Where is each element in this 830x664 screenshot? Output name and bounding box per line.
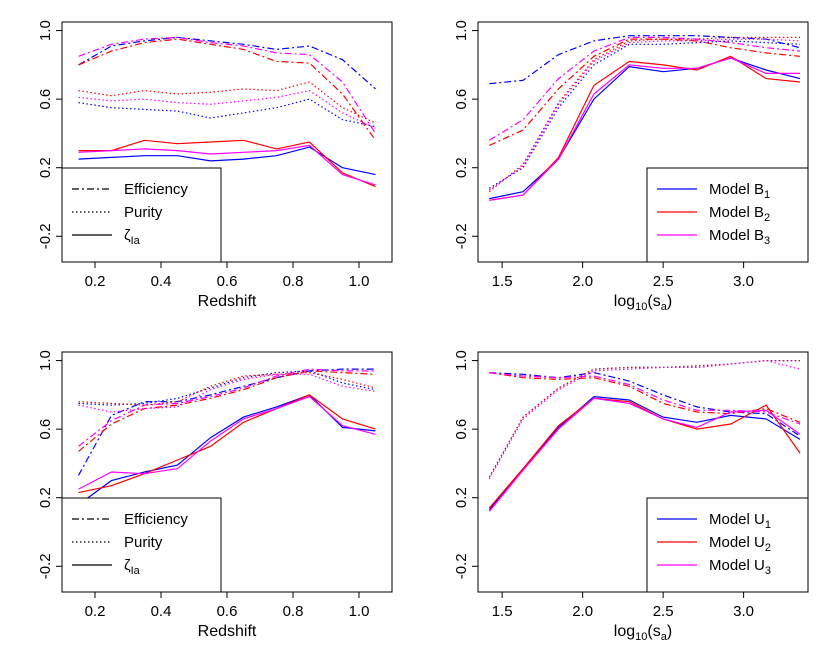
x-tick-label: 0.2 [85, 603, 106, 620]
legend-label: Model B2 [709, 204, 770, 224]
series-group [77, 368, 376, 506]
series-group [78, 36, 377, 188]
plot-frame [477, 21, 809, 263]
x-axis-title: log10(sa) [614, 623, 672, 643]
legend-label: Efficiency [124, 511, 188, 528]
x-tick-label: 2.0 [572, 603, 593, 620]
series-line-efficiency-red [489, 372, 801, 423]
y-tick-label: 0.6 [453, 419, 470, 440]
series-line-efficiency-magenta [78, 36, 377, 134]
legend-label: Model U2 [709, 534, 771, 554]
y-tick-label: 0.6 [37, 419, 54, 440]
y-tick-label: 0.6 [37, 89, 54, 110]
chart-panel-4: 1.5 2.0 2.5 3.0 -0.2 0.2 0.6 1.0 log10(sa) Model … [453, 350, 809, 643]
series-line-zeta-magenta [78, 144, 376, 186]
x-tick-label: 0.4 [151, 603, 172, 620]
x-axis-title: Redshift [198, 623, 257, 640]
series-line-zeta-magenta [78, 395, 376, 490]
x-axis-title: log10(sa) [614, 293, 672, 313]
legend-label: Efficiency [124, 181, 188, 198]
series-line-efficiency-red [78, 38, 376, 141]
series-line-efficiency-blue [489, 35, 801, 85]
x-tick-label: 2.5 [653, 603, 674, 620]
legend-box [61, 497, 222, 593]
y-tick-label: 0.2 [453, 487, 470, 508]
legend-box [646, 497, 809, 593]
y-tick-label: 1.0 [37, 350, 54, 371]
x-tick-label: 3.0 [733, 603, 754, 620]
chart-panel-1: 0.2 0.4 0.6 0.8 1.0 -0.2 0.2 0.6 1.0 Redshift Effi… [37, 20, 393, 310]
series-line-efficiency-red [78, 370, 376, 452]
series-group [488, 359, 801, 512]
y-tick-label: 0.2 [453, 157, 470, 178]
series-line-zeta-magenta [488, 397, 801, 512]
y-tick-label: -0.2 [453, 223, 470, 249]
x-tick-label: 2.0 [572, 273, 593, 290]
chart-panel-2: 1.5 2.0 2.5 3.0 -0.2 0.2 0.6 1.0 log10(sa) Model … [453, 20, 809, 313]
series-line-zeta-red [78, 394, 376, 494]
y-tick-label: 1.0 [453, 350, 470, 371]
x-tick-label: 0.8 [283, 603, 304, 620]
x-axis-title: Redshift [198, 293, 257, 310]
x-tick-label: 0.6 [217, 273, 238, 290]
y-tick-label: -0.2 [37, 223, 54, 249]
legend-label: Model B3 [709, 227, 770, 247]
series-line-purity-blue [78, 370, 376, 406]
x-tick-label: 1.0 [349, 273, 370, 290]
series-line-efficiency-blue [489, 371, 801, 437]
series-line-purity-magenta [78, 89, 376, 129]
y-tick-label: 0.2 [37, 487, 54, 508]
legend-box [646, 167, 809, 263]
y-tick-label: 1.0 [453, 20, 470, 41]
y-tick-label: 0.2 [37, 157, 54, 178]
x-tick-label: 0.2 [85, 273, 106, 290]
series-line-purity-blue [78, 98, 376, 128]
legend: Model U1 Model U2 Model U3 [646, 497, 809, 593]
legend-label: Purity [124, 204, 163, 221]
chart-panel-3: 0.2 0.4 0.6 0.8 1.0 -0.2 0.2 0.6 1.0 Redshift Effi… [37, 350, 393, 640]
x-tick-label: 0.4 [151, 273, 172, 290]
series-line-purity-magenta [78, 373, 376, 413]
series-line-efficiency-magenta [489, 372, 801, 425]
series-line-efficiency-blue [77, 368, 376, 476]
x-tick-label: 2.5 [653, 273, 674, 290]
legend: Model B1 Model B2 Model B3 [646, 167, 809, 263]
series-line-efficiency-magenta [488, 36, 801, 141]
y-tick-label: 1.0 [37, 20, 54, 41]
series-line-purity-blue [488, 40, 801, 189]
legend-box [61, 167, 222, 263]
y-tick-label: 0.6 [453, 89, 470, 110]
series-line-purity-magenta [488, 38, 801, 191]
series-group [488, 35, 801, 201]
series-line-zeta-red [488, 397, 801, 509]
series-line-efficiency-magenta [78, 368, 376, 447]
x-tick-label: 0.8 [283, 273, 304, 290]
x-tick-label: 3.0 [733, 273, 754, 290]
x-tick-label: 1.0 [349, 603, 370, 620]
legend-label: Model U1 [709, 511, 771, 531]
series-line-efficiency-red [489, 38, 801, 146]
x-tick-label: 1.5 [492, 603, 513, 620]
y-tick-label: -0.2 [37, 553, 54, 579]
legend-label: Model B1 [709, 181, 770, 201]
y-tick-label: -0.2 [453, 553, 470, 579]
legend-label: Purity [124, 534, 163, 551]
series-line-efficiency-blue [78, 36, 376, 90]
x-tick-label: 1.5 [492, 273, 513, 290]
series-line-zeta-red [78, 139, 376, 188]
series-line-purity-red [78, 371, 376, 406]
x-tick-label: 0.6 [217, 603, 238, 620]
series-line-zeta-magenta [489, 57, 800, 201]
plot-frame [477, 351, 809, 593]
legend-label: Model U3 [709, 557, 771, 577]
